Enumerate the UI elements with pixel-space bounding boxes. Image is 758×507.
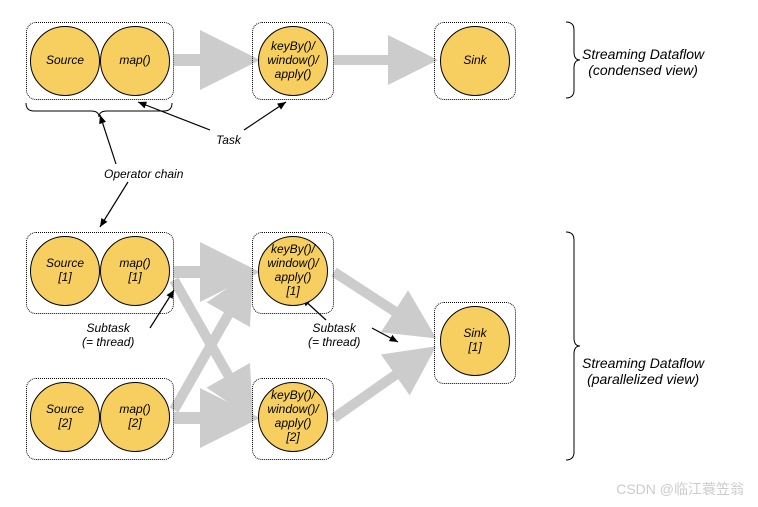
sink-1-node: Sink[1]	[440, 306, 510, 376]
annotation-arrow	[244, 102, 286, 130]
top-title: Streaming Dataflow(condensed view)	[582, 46, 704, 78]
map-1-node: map()[1]	[100, 236, 170, 306]
subtask-1-label: Subtask(= thread)	[82, 322, 134, 350]
watermark: CSDN @临江蓑笠翁	[616, 479, 744, 499]
annotation-arrow	[138, 102, 210, 130]
keyby-1-node: keyBy()/window()/apply()[1]	[258, 236, 328, 306]
bottom-title: Streaming Dataflow(parallelized view)	[582, 355, 704, 387]
keyby-window-apply-node: keyBy()/window()/apply()	[258, 26, 328, 96]
flow-arrow	[334, 352, 428, 418]
subtask-2-label: Subtask(= thread)	[308, 322, 360, 350]
operator-chain-label: Operator chain	[104, 168, 183, 182]
map-2-node: map()[2]	[100, 382, 170, 452]
annotation-arrow	[100, 115, 116, 164]
map-node: map()	[100, 26, 170, 96]
brace	[566, 22, 580, 98]
source-1-node: Source[1]	[30, 236, 100, 306]
annotation-arrow	[100, 182, 128, 227]
source-2-node: Source[2]	[30, 382, 100, 452]
task-label: Task	[216, 134, 241, 148]
keyby-2-node: keyBy()/window()/apply()[2]	[258, 382, 328, 452]
annotation-arrow	[372, 328, 398, 342]
brace	[26, 103, 172, 117]
sink-node: Sink	[440, 26, 510, 96]
source-node: Source	[30, 26, 100, 96]
brace	[566, 232, 580, 460]
